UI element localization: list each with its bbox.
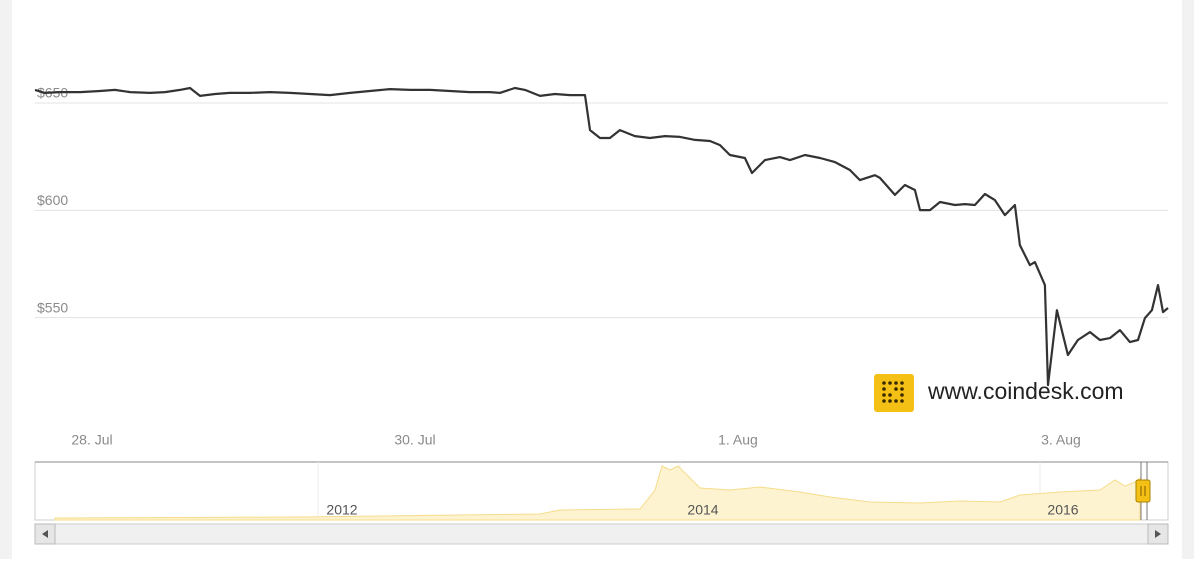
navigator: 2012 2014 2016 — [34, 461, 1169, 521]
arrow-right — [1155, 530, 1161, 538]
navigator-handle[interactable] — [1135, 479, 1151, 503]
price-line — [34, 86, 1169, 387]
x-tick-label: 28. Jul — [71, 432, 112, 448]
y-tick-label: $550 — [37, 299, 68, 315]
x-tick-label: 1. Aug — [718, 432, 758, 448]
scrollbar — [34, 523, 1169, 545]
navigator-label: 2016 — [1047, 502, 1078, 518]
logo — [874, 374, 914, 412]
left-margin — [0, 0, 12, 559]
navigator-label: 2014 — [687, 502, 718, 518]
navigator-series — [54, 465, 1141, 521]
watermark: www.coindesk.com — [874, 374, 1124, 412]
x-tick-label: 30. Jul — [394, 432, 435, 448]
navigator-label: 2012 — [326, 502, 357, 518]
right-margin — [1182, 0, 1194, 559]
y-tick-label: $600 — [37, 192, 68, 208]
logo-dots — [882, 381, 904, 403]
x-tick-label: 3. Aug — [1041, 432, 1081, 448]
watermark-text: www.coindesk.com — [927, 378, 1124, 404]
arrow-left — [42, 530, 48, 538]
scrollbar-track[interactable] — [34, 523, 1169, 545]
